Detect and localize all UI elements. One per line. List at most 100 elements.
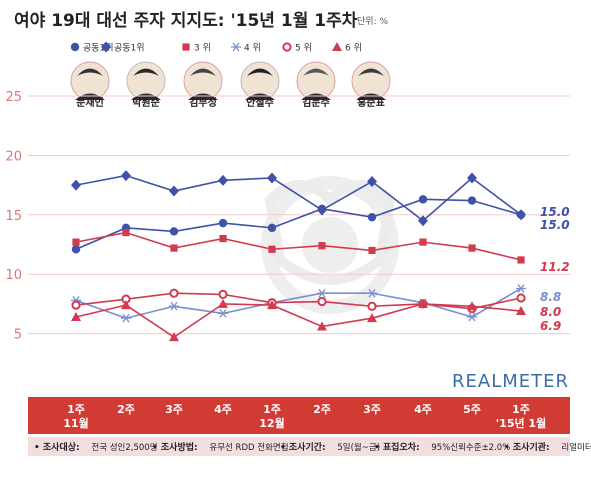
legend-label: 공동1위 (114, 43, 145, 54)
suit (188, 93, 218, 100)
data-point (71, 300, 81, 310)
hair (133, 68, 159, 76)
footer-item: • 조사대상: 전국 성인2,500명 (34, 441, 158, 453)
data-point (516, 209, 526, 221)
x-tick-label: 4주 (414, 403, 432, 416)
footer: • 조사대상: 전국 성인2,500명• 조사방법: 유무선 RDD 전화면접• 조… (28, 437, 591, 456)
data-point (169, 301, 179, 311)
data-point (517, 256, 525, 264)
footer-key: • 조사기관: (504, 441, 550, 453)
series-line (75, 303, 522, 339)
grid: 5 10 15 20 25 (5, 90, 570, 343)
legend-item: 5 위 (282, 42, 312, 54)
data-point (267, 172, 277, 184)
candidate-avatar: 김무성 (183, 61, 223, 109)
candidate-avatar: 안철수 (240, 61, 280, 109)
x-tick-text: 5주 (463, 403, 481, 416)
chart-title: 여야 19대 대선 주자 지지도: '15년 1월 1주차 (14, 11, 358, 31)
data-point (122, 229, 130, 237)
end-value-label: 15.0 (540, 218, 570, 232)
data-point (72, 238, 80, 246)
x-tick-text: 2주 (117, 403, 135, 416)
hair (303, 68, 329, 76)
series-group: 15.015.0 11.2 8.88.06.9 (71, 170, 570, 342)
series-line (75, 231, 522, 261)
footer-background (28, 437, 570, 456)
legend-marker (182, 43, 190, 51)
end-value-label: 8.8 (540, 290, 561, 304)
data-point (267, 300, 277, 310)
footer-value: 95%신뢰수준±2.0% (431, 443, 510, 453)
candidate-name: 김무성 (189, 96, 217, 109)
x-tick-label: 2주 (313, 403, 331, 416)
y-tick-label: 5 (14, 328, 22, 343)
footer-item: • 조사기간: 5일(월~금) (280, 441, 380, 453)
data-point (516, 293, 526, 303)
legend-marker (282, 42, 292, 52)
x-tick-text: 4주 (414, 403, 432, 416)
hair (77, 68, 103, 76)
x-tick-text: 12월 (259, 416, 284, 430)
data-point (418, 298, 428, 308)
x-tick-text: 3주 (363, 403, 381, 416)
unit-label: 단위: % (357, 17, 389, 27)
series-line (75, 174, 522, 222)
legend-marker (101, 41, 111, 53)
x-tick-text: 1주 (512, 403, 530, 416)
data-point (367, 176, 377, 188)
candidate-name: 안철수 (246, 96, 274, 109)
x-tick-label: 3주 (165, 403, 183, 416)
data-point (218, 218, 228, 228)
suit (245, 93, 275, 100)
end-value-label: 8.0 (540, 305, 561, 319)
data-point (169, 288, 179, 298)
data-point (218, 174, 228, 186)
legend-item: 3 위 (182, 43, 211, 54)
legend-label: 4 위 (244, 43, 261, 54)
legend-item: 4 위 (231, 43, 261, 54)
suit (301, 93, 331, 100)
legend-marker (70, 42, 80, 52)
candidate-avatar: 홍준표 (351, 61, 391, 109)
data-point (418, 215, 428, 227)
data-point (169, 185, 179, 197)
footer-item: • 조사기관: 리얼미터 (504, 441, 591, 453)
legend-marker (231, 42, 241, 52)
x-axis-background (28, 397, 570, 434)
hair (247, 68, 273, 76)
data-point (121, 300, 131, 310)
data-point (467, 172, 477, 184)
data-point (516, 306, 526, 316)
candidate-avatar: 문재인 (70, 61, 110, 109)
legend-item: 공동1위 (70, 42, 114, 54)
data-point (318, 242, 326, 250)
emblem-watermark (261, 176, 399, 314)
data-point (317, 321, 327, 331)
series-square: 11.2 (72, 229, 570, 274)
legend-item: 6 위 (332, 42, 362, 54)
x-tick-text: 1주 (263, 403, 281, 416)
data-point (71, 311, 81, 321)
data-point (317, 204, 327, 216)
data-point (367, 212, 377, 222)
data-point (71, 245, 81, 254)
suit (356, 93, 386, 100)
data-point (121, 313, 131, 323)
footer-key: • 표집오차: (374, 441, 420, 453)
x-tick-label: 1주'15년 1월 (496, 403, 546, 430)
legend: 공동1위 공동1위 3 위 4 위 5 위 6 위 (70, 41, 362, 54)
hair (190, 68, 216, 76)
data-point (468, 244, 476, 252)
candidate-avatar: 박원순 (126, 61, 166, 109)
data-point (516, 284, 526, 293)
data-point (267, 223, 277, 233)
data-point (368, 246, 376, 255)
data-point (170, 244, 178, 252)
suit (131, 93, 161, 100)
candidate-photos: 문재인 박원순 김무성 안철수 김문수 홍준표 (70, 61, 391, 109)
legend-label: 5 위 (295, 43, 312, 54)
data-point (467, 196, 477, 205)
data-point (71, 179, 81, 191)
